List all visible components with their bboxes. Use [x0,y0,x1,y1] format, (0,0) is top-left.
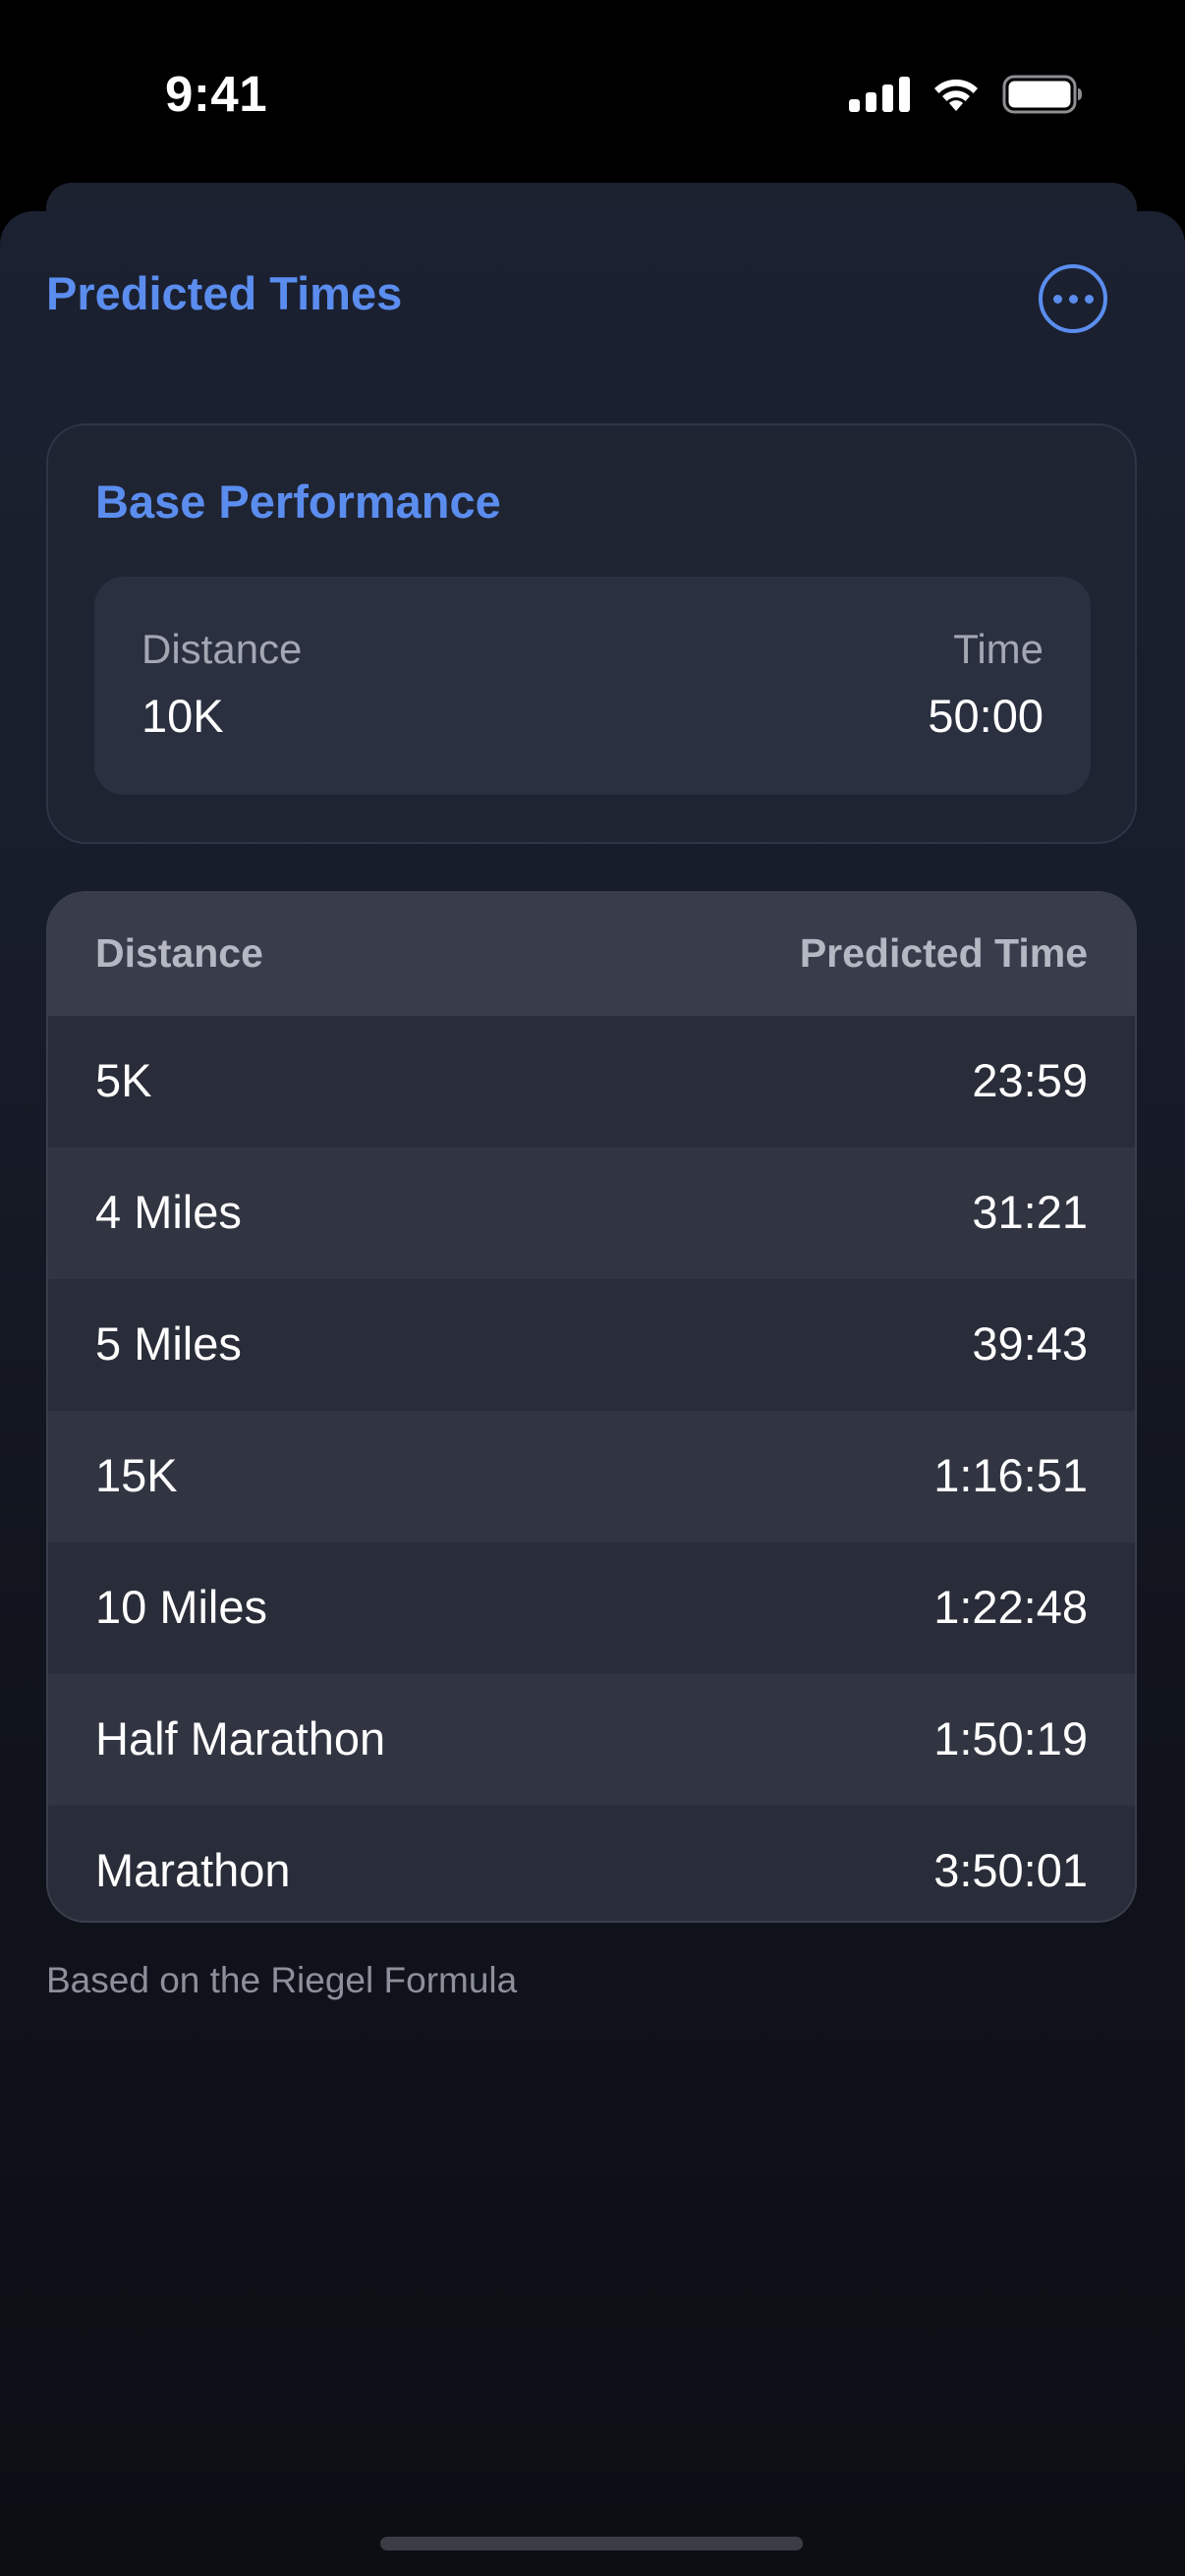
ellipsis-circle-icon [1052,294,1062,304]
base-performance-values: Distance 10K Time 50:00 [94,577,1091,795]
base-performance-title: Base Performance [95,476,501,528]
more-options-button[interactable] [1039,264,1107,333]
table-row: 5K 23:59 [48,1016,1135,1148]
row-time: 3:50:01 [933,1844,1088,1896]
base-time-value: 50:00 [928,690,1044,742]
table-row: 15K 1:16:51 [48,1411,1135,1542]
home-indicator[interactable] [380,2537,803,2550]
status-time: 9:41 [165,66,268,122]
status-icons [849,73,1083,116]
row-time: 39:43 [972,1317,1088,1370]
row-distance: 5K [95,1054,152,1106]
predictions-table: Distance Predicted Time 5K 23:59 4 Miles… [46,891,1137,1923]
table-row: Half Marathon 1:50:19 [48,1674,1135,1806]
row-time: 1:50:19 [933,1712,1088,1764]
predicted-times-sheet: Predicted Times Base Performance Distanc… [0,211,1185,2576]
row-distance: Marathon [95,1844,291,1896]
row-time: 31:21 [972,1186,1088,1238]
row-time: 1:16:51 [933,1449,1088,1501]
base-distance-value: 10K [141,690,224,742]
base-time-label: Time [953,626,1044,672]
table-header: Distance Predicted Time [48,893,1135,1016]
base-performance-card: Base Performance Distance 10K Time 50:00 [46,423,1137,844]
battery-icon [1002,75,1083,114]
row-time: 23:59 [972,1054,1088,1106]
row-distance: 5 Miles [95,1317,242,1370]
row-time: 1:22:48 [933,1581,1088,1633]
table-row: 10 Miles 1:22:48 [48,1542,1135,1674]
wifi-icon [931,76,981,113]
row-distance: 15K [95,1449,178,1501]
row-distance: 4 Miles [95,1186,242,1238]
ellipsis-dot [1084,294,1094,304]
header-predicted-time: Predicted Time [799,930,1088,976]
status-bar: 9:41 [0,0,1185,187]
row-distance: 10 Miles [95,1581,268,1633]
header-distance: Distance [95,930,263,976]
sheet-title: Predicted Times [46,267,403,319]
row-distance: Half Marathon [95,1712,386,1764]
ellipsis-dot [1068,294,1078,304]
base-distance-label: Distance [141,626,303,672]
formula-footnote: Based on the Riegel Formula [46,1960,518,2000]
table-row: Marathon 3:50:01 [48,1806,1135,1921]
table-body: 5K 23:59 4 Miles 31:21 5 Miles 39:43 15K… [48,1016,1135,1921]
cellular-signal-icon [849,77,910,112]
table-row: 4 Miles 31:21 [48,1148,1135,1279]
table-row: 5 Miles 39:43 [48,1279,1135,1411]
